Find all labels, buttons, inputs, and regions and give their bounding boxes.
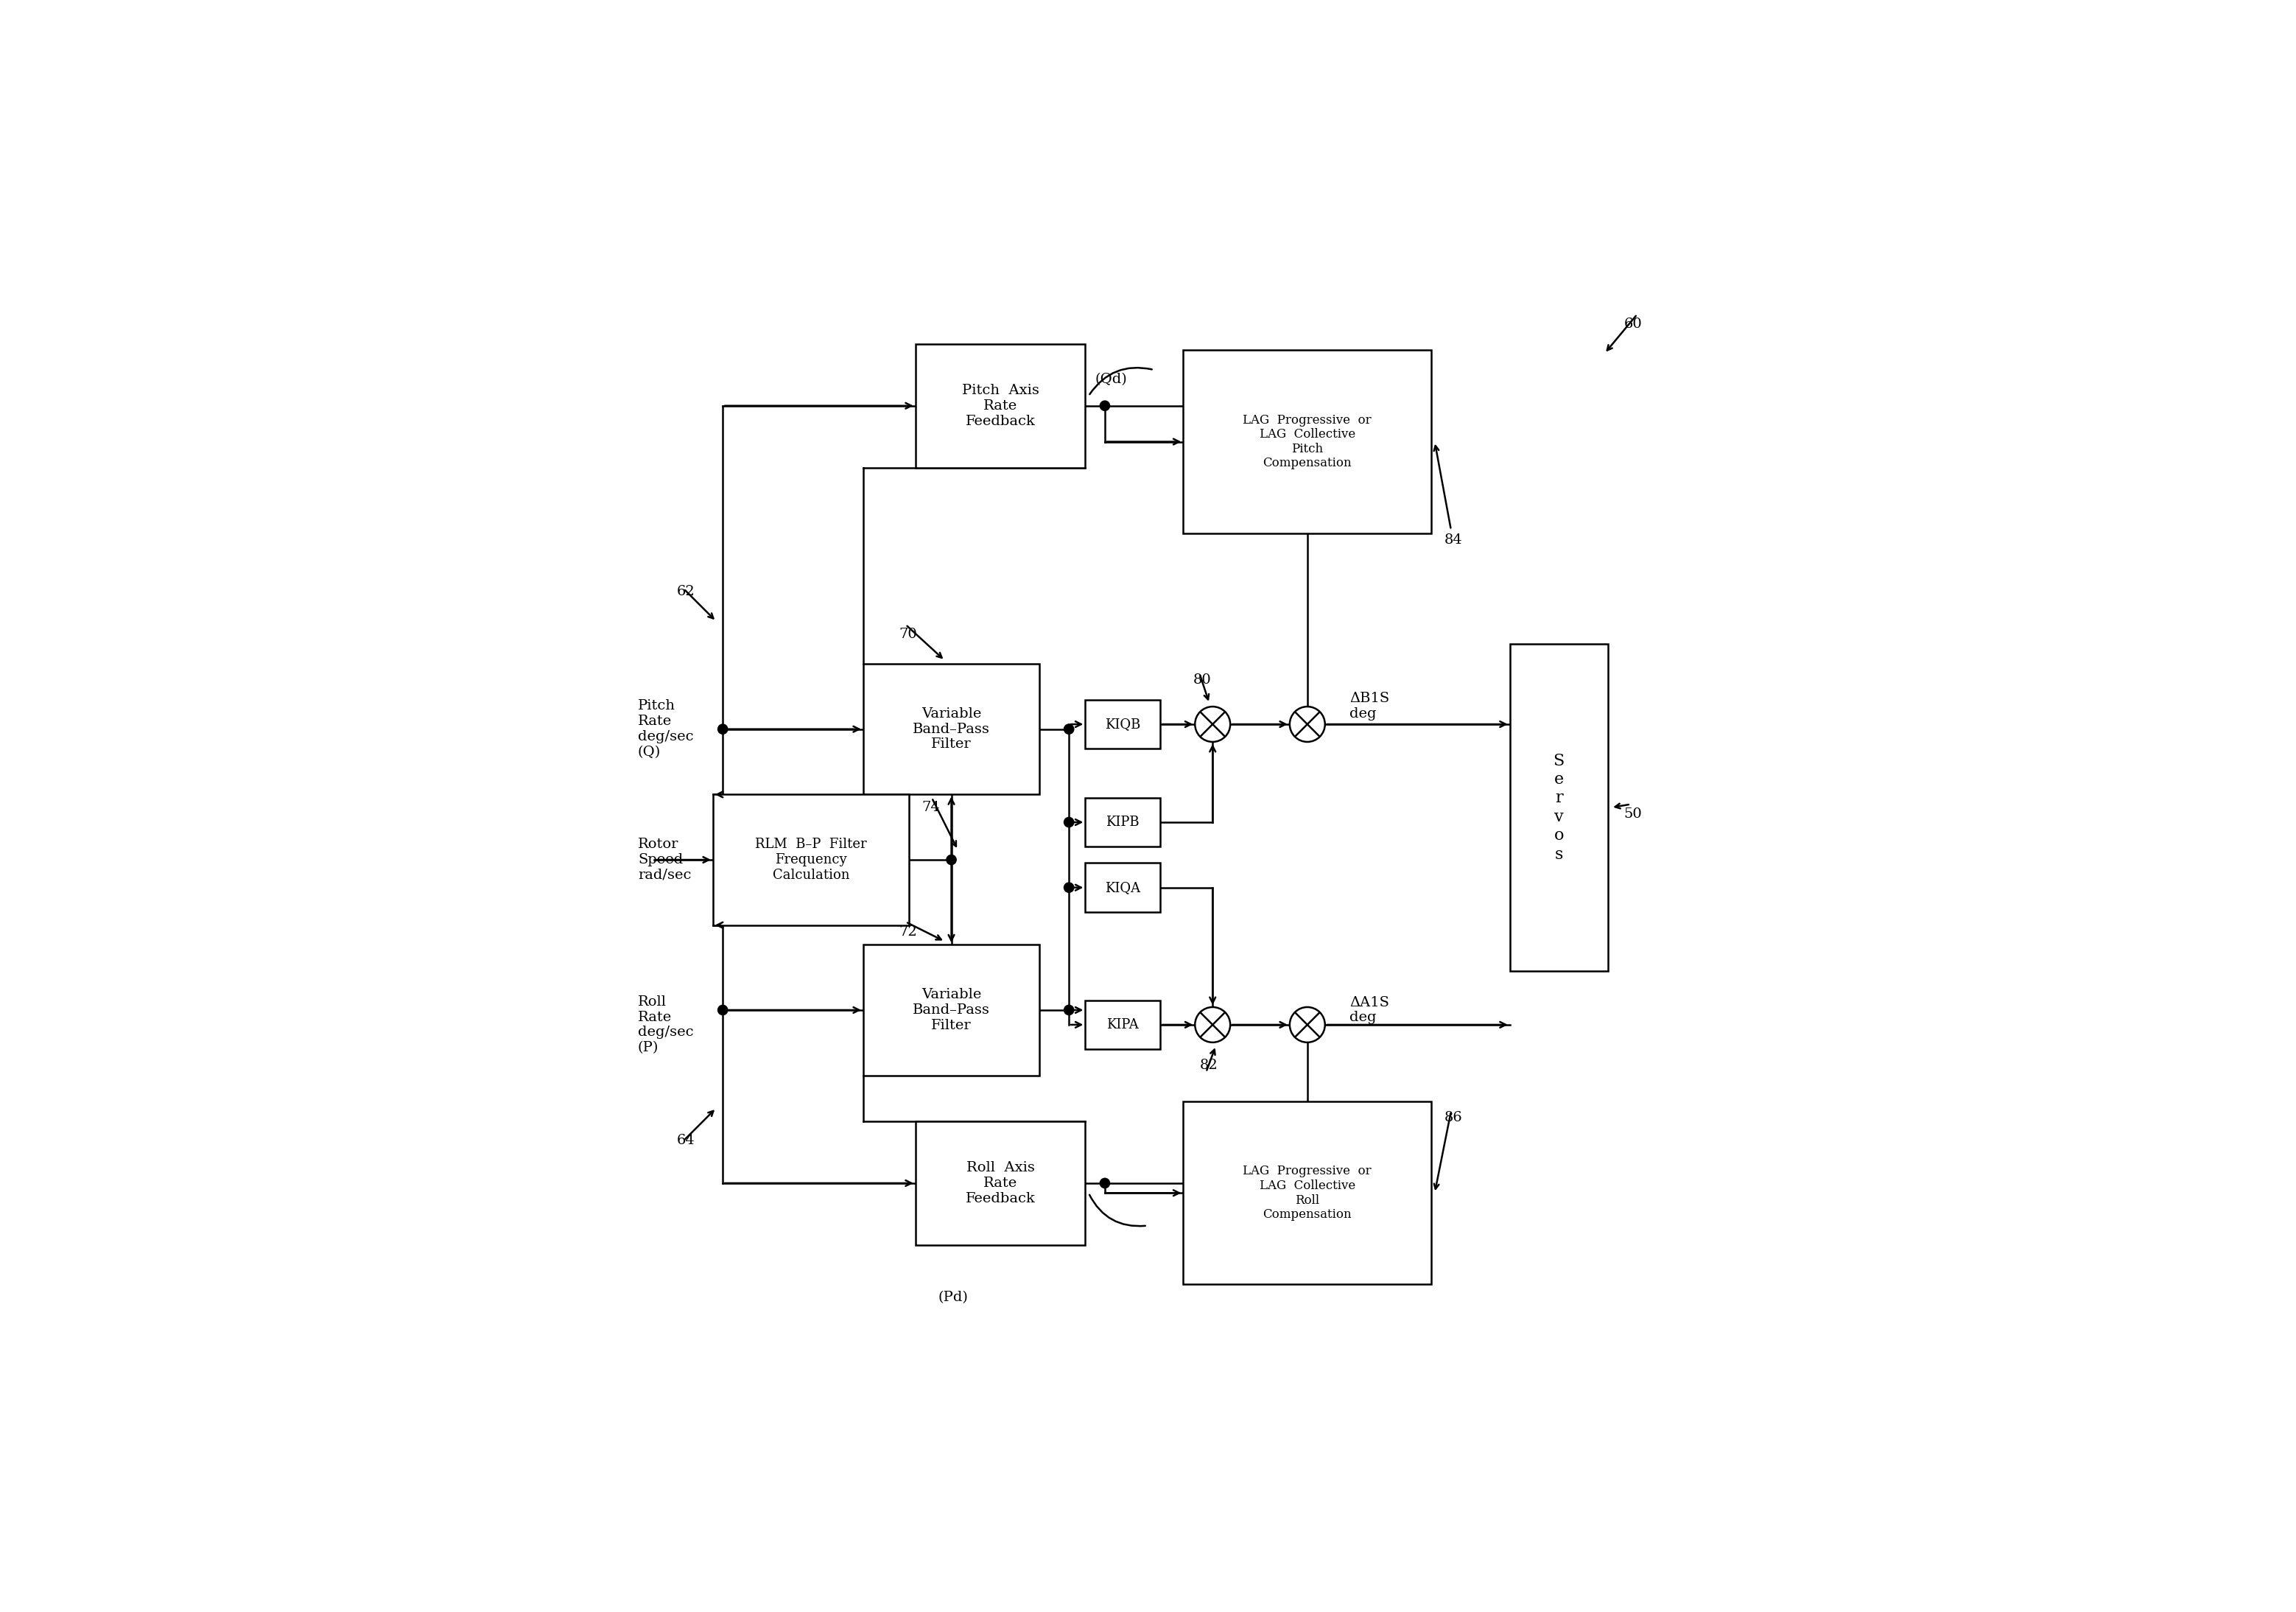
FancyBboxPatch shape [1086, 862, 1159, 912]
FancyBboxPatch shape [863, 664, 1040, 795]
FancyBboxPatch shape [1182, 1101, 1430, 1285]
Text: 70: 70 [900, 627, 918, 642]
Text: Variable
Band–Pass
Filter: Variable Band–Pass Filter [914, 988, 990, 1032]
Text: (Qd): (Qd) [1095, 372, 1127, 387]
Text: Pitch
Rate
deg/sec
(Q): Pitch Rate deg/sec (Q) [638, 700, 693, 759]
FancyBboxPatch shape [1086, 700, 1159, 748]
Circle shape [1290, 1007, 1325, 1043]
Text: KIQA: KIQA [1104, 880, 1141, 895]
FancyBboxPatch shape [1086, 798, 1159, 846]
Text: LAG  Progressive  or
LAG  Collective
Pitch
Compensation: LAG Progressive or LAG Collective Pitch … [1242, 414, 1371, 469]
Text: 84: 84 [1444, 534, 1463, 546]
Circle shape [1100, 401, 1109, 411]
FancyBboxPatch shape [916, 1120, 1086, 1244]
Text: Roll  Axis
Rate
Feedback: Roll Axis Rate Feedback [964, 1161, 1035, 1206]
Text: 62: 62 [677, 585, 696, 598]
FancyBboxPatch shape [1086, 999, 1159, 1049]
Text: Roll
Rate
deg/sec
(P): Roll Rate deg/sec (P) [638, 995, 693, 1054]
Text: 64: 64 [677, 1135, 696, 1148]
Text: LAG  Progressive  or
LAG  Collective
Roll
Compensation: LAG Progressive or LAG Collective Roll C… [1242, 1165, 1371, 1220]
Text: KIPA: KIPA [1107, 1019, 1139, 1032]
Text: (Pd): (Pd) [939, 1291, 969, 1304]
Text: ΔA1S
deg: ΔA1S deg [1350, 996, 1389, 1024]
Text: 86: 86 [1444, 1111, 1463, 1125]
Circle shape [1063, 1006, 1075, 1016]
Text: Rotor
Speed
rad/sec: Rotor Speed rad/sec [638, 838, 691, 882]
Text: 74: 74 [923, 801, 939, 814]
Circle shape [1063, 817, 1075, 827]
Circle shape [1194, 706, 1231, 742]
Circle shape [1194, 1007, 1231, 1043]
Circle shape [1290, 706, 1325, 742]
FancyBboxPatch shape [1511, 645, 1607, 970]
Text: ΔB1S
deg: ΔB1S deg [1350, 692, 1389, 721]
FancyBboxPatch shape [1182, 350, 1430, 534]
Text: 60: 60 [1623, 318, 1642, 330]
FancyBboxPatch shape [863, 945, 1040, 1075]
Circle shape [1100, 1178, 1109, 1188]
FancyBboxPatch shape [916, 343, 1086, 467]
Text: RLM  B–P  Filter
Frequency
Calculation: RLM B–P Filter Frequency Calculation [755, 838, 868, 882]
Text: KIQB: KIQB [1104, 717, 1141, 730]
Text: 82: 82 [1199, 1059, 1217, 1072]
Text: 72: 72 [900, 925, 918, 938]
Circle shape [946, 854, 955, 864]
Text: 80: 80 [1194, 674, 1212, 687]
Text: Variable
Band–Pass
Filter: Variable Band–Pass Filter [914, 708, 990, 751]
Text: KIPB: KIPB [1107, 816, 1139, 829]
Circle shape [719, 724, 728, 733]
Circle shape [1063, 724, 1075, 733]
Text: Pitch  Axis
Rate
Feedback: Pitch Axis Rate Feedback [962, 384, 1040, 427]
Text: 50: 50 [1623, 808, 1642, 821]
Circle shape [1063, 883, 1075, 893]
Circle shape [719, 1006, 728, 1016]
Text: S
e
r
v
o
s: S e r v o s [1552, 753, 1564, 862]
FancyBboxPatch shape [714, 795, 909, 925]
